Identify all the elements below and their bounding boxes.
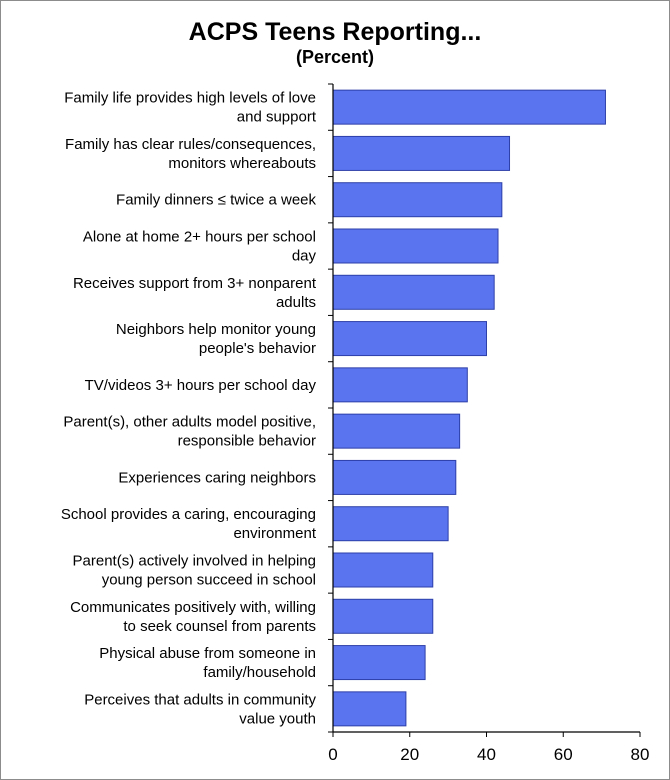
bar: [332, 459, 457, 495]
chart-subtitle: (Percent): [295, 47, 375, 67]
x-tick-label: 60: [554, 745, 573, 764]
bar: [332, 552, 434, 588]
category-label-line: young person succeed in school: [102, 572, 316, 589]
bar: [332, 182, 503, 218]
x-tick-label: 40: [477, 745, 496, 764]
category-label-line: School provides a caring, encouraging: [61, 506, 316, 523]
category-label-line: Alone at home 2+ hours per school: [83, 229, 316, 246]
bar: [332, 135, 511, 171]
category-label-line: Communicates positively with, willing: [70, 599, 316, 616]
category-label: Family dinners ≤ twice a week: [116, 192, 316, 209]
bar: [332, 367, 468, 403]
bar: [332, 89, 606, 125]
category-label-line: value youth: [239, 710, 316, 727]
category-label-line: Family dinners ≤ twice a week: [116, 192, 316, 209]
x-tick-label: 20: [400, 745, 419, 764]
category-label: Neighbors help monitor young people's beh…: [116, 321, 316, 357]
category-label-line: Experiences caring neighbors: [118, 469, 316, 486]
category-label: Alone at home 2+ hours per school day: [83, 229, 317, 265]
category-label-line: Parent(s), other adults model positive,: [63, 414, 316, 431]
category-label-line: Neighbors help monitor young: [116, 321, 316, 338]
category-label-line: Family has clear rules/consequences,: [65, 136, 316, 153]
category-label: Parent(s) actively involved in helping yo…: [73, 553, 316, 589]
category-label-line: to seek counsel from parents: [123, 618, 316, 635]
x-tick-label: 80: [631, 745, 650, 764]
bar: [332, 645, 426, 681]
category-label-line: Physical abuse from someone in: [99, 645, 316, 662]
x-axis: 0 20 40 60 80: [328, 83, 650, 764]
category-label-line: TV/videos 3+ hours per school day: [85, 377, 317, 394]
bar: [332, 413, 461, 449]
category-label-line: people's behavior: [199, 340, 316, 357]
bar: [332, 691, 407, 727]
category-label-line: responsible behavior: [178, 433, 316, 450]
category-label: Receives support from 3+ nonparent adults: [73, 275, 317, 311]
bar: [332, 598, 434, 634]
category-label: Communicates positively with, willing to …: [70, 599, 316, 635]
x-tick-label: 0: [328, 745, 337, 764]
category-label: Parent(s), other adults model positive, r…: [63, 414, 316, 450]
category-label-line: environment: [233, 525, 316, 542]
bar: [332, 274, 495, 310]
category-label: Family life provides high levels of love…: [64, 90, 317, 126]
chart-title: ACPS Teens Reporting...: [188, 18, 482, 46]
category-label-line: monitors whereabouts: [168, 155, 316, 172]
category-label: Experiences caring neighbors: [118, 469, 316, 486]
category-label-line: Perceives that adults in community: [84, 691, 316, 708]
category-label: School provides a caring, encouraging env…: [61, 506, 317, 542]
category-label-line: family/household: [203, 664, 316, 681]
category-label-line: Receives support from 3+ nonparent: [73, 275, 317, 292]
category-label-line: day: [292, 248, 317, 265]
category-label: TV/videos 3+ hours per school day: [85, 377, 317, 394]
bar: [332, 228, 499, 264]
category-label: Physical abuse from someone in family/hou…: [99, 645, 316, 681]
category-label: Perceives that adults in community value …: [84, 691, 316, 727]
category-label-line: and support: [237, 109, 317, 126]
category-label-line: Parent(s) actively involved in helping: [73, 553, 316, 570]
bar: [332, 321, 487, 357]
category-label: Family has clear rules/consequences, moni…: [65, 136, 316, 172]
category-label-line: Family life provides high levels of love: [64, 90, 316, 107]
bars-group: [332, 89, 606, 727]
category-labels-group: Family life provides high levels of love…: [61, 90, 317, 728]
bar: [332, 506, 449, 542]
category-label-line: adults: [276, 294, 316, 311]
